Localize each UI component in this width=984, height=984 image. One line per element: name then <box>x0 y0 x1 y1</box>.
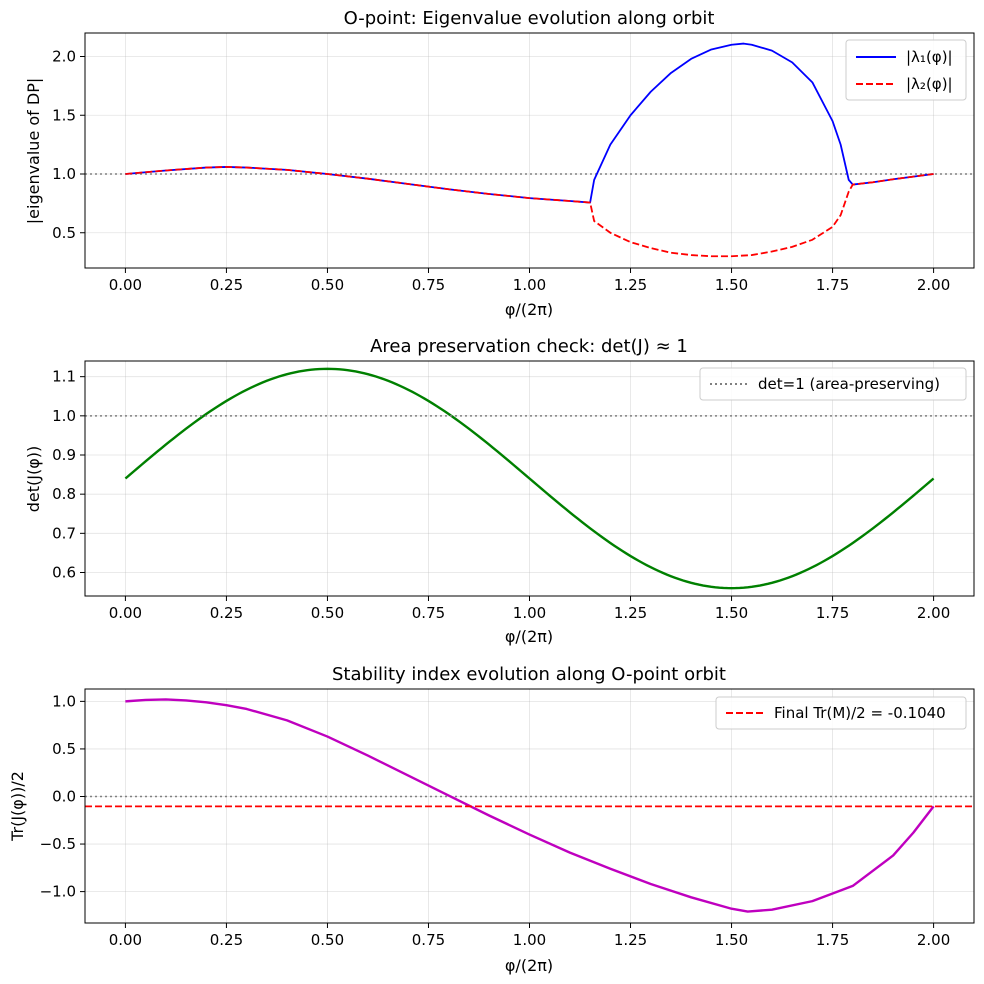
x-tick-label: 0.25 <box>210 604 243 622</box>
y-tick-label: −1.0 <box>40 883 76 901</box>
series-lines <box>85 367 974 590</box>
x-tick-label: 1.50 <box>715 931 748 949</box>
x-tick-label: 1.00 <box>513 276 546 294</box>
x-tick-label: 1.25 <box>614 276 647 294</box>
series-lines <box>125 42 934 258</box>
y-tick-label: 0.8 <box>52 485 76 503</box>
legend-entry-final-trace: Final Tr(M)/2 = -0.1040 <box>774 704 946 722</box>
y-tick-label: 1.1 <box>52 368 76 386</box>
legend: det=1 (area-preserving) <box>699 367 967 401</box>
legend-entry-lambda1: |λ₁(φ)| <box>906 48 953 66</box>
x-tick-label: 2.00 <box>917 276 950 294</box>
series-line <box>125 42 934 204</box>
eigenvalue-panel: O-point: Eigenvalue evolution along orbi… <box>24 8 975 319</box>
y-tick-label: 0.5 <box>52 740 76 758</box>
x-tick-label: 0.00 <box>109 276 142 294</box>
x-tick-label: 1.75 <box>816 276 849 294</box>
x-axis-label: φ/(2π) <box>505 956 553 975</box>
y-ticks: 0.6 0.7 0.8 0.9 1.0 1.1 <box>52 368 85 582</box>
determinant-panel: Area preservation check: det(J) ≈ 1 0.00… <box>24 336 975 646</box>
x-tick-label: 1.00 <box>513 931 546 949</box>
series-line <box>124 367 935 590</box>
y-tick-label: 0.0 <box>52 787 76 805</box>
series-line <box>125 166 934 258</box>
x-tick-label: 1.25 <box>614 931 647 949</box>
stability-panel: Stability index evolution along O-point … <box>8 664 975 975</box>
x-tick-label: 0.00 <box>109 604 142 622</box>
x-tick-label: 0.75 <box>412 604 445 622</box>
y-ticks: 0.5 1.0 1.5 2.0 <box>52 48 85 242</box>
x-tick-label: 2.00 <box>917 931 950 949</box>
legend: |λ₁(φ)| |λ₂(φ)| <box>845 39 967 101</box>
y-axis-label: det(J(φ)) <box>24 446 43 513</box>
legend-box <box>715 696 967 730</box>
x-ticks: 0.00 0.25 0.50 0.75 1.00 1.25 1.50 1.75 2.00 <box>109 596 950 622</box>
y-tick-label: 0.9 <box>52 446 76 464</box>
series-lines <box>85 698 974 913</box>
y-tick-label: 1.5 <box>52 106 76 124</box>
x-tick-label: 0.00 <box>109 931 142 949</box>
x-ticks: 0.00 0.25 0.50 0.75 1.00 1.25 1.50 1.75 2.00 <box>109 923 950 949</box>
panel-title: Area preservation check: det(J) ≈ 1 <box>370 336 688 357</box>
x-tick-label: 0.75 <box>412 931 445 949</box>
y-tick-label: 1.0 <box>52 692 76 710</box>
y-tick-label: 1.0 <box>52 165 76 183</box>
y-tick-label: 1.0 <box>52 407 76 425</box>
y-tick-label: 0.6 <box>52 564 76 582</box>
x-tick-label: 0.25 <box>210 931 243 949</box>
x-tick-label: 1.50 <box>715 604 748 622</box>
y-tick-label: −0.5 <box>40 835 76 853</box>
legend-entry-area-preserving: det=1 (area-preserving) <box>758 375 940 393</box>
x-tick-label: 0.75 <box>412 276 445 294</box>
x-ticks: 0.00 0.25 0.50 0.75 1.00 1.25 1.50 1.75 2.00 <box>109 268 950 294</box>
y-tick-label: 2.0 <box>52 48 76 66</box>
series-line <box>125 698 935 913</box>
y-ticks: −1.0 −0.5 0.0 0.5 1.0 <box>40 692 85 901</box>
x-tick-label: 0.50 <box>311 931 344 949</box>
x-tick-label: 2.00 <box>917 604 950 622</box>
x-tick-label: 1.75 <box>816 604 849 622</box>
legend-entry-lambda2: |λ₂(φ)| <box>906 75 953 93</box>
x-axis-label: φ/(2π) <box>505 627 553 646</box>
x-tick-label: 1.00 <box>513 604 546 622</box>
x-tick-label: 1.25 <box>614 604 647 622</box>
legend-box <box>699 367 967 401</box>
panel-title: Stability index evolution along O-point … <box>332 664 726 685</box>
legend: Final Tr(M)/2 = -0.1040 <box>715 696 967 730</box>
x-tick-label: 0.50 <box>311 276 344 294</box>
x-tick-label: 1.75 <box>816 931 849 949</box>
x-tick-label: 0.50 <box>311 604 344 622</box>
panel-title: O-point: Eigenvalue evolution along orbi… <box>344 8 715 29</box>
y-tick-label: 0.7 <box>52 524 76 542</box>
x-tick-label: 1.50 <box>715 276 748 294</box>
x-axis-label: φ/(2π) <box>505 300 553 319</box>
y-axis-label: Tr(J(φ))/2 <box>8 771 27 842</box>
y-tick-label: 0.5 <box>52 224 76 242</box>
y-axis-label: |eigenvalue of DP| <box>24 78 43 224</box>
x-tick-label: 0.25 <box>210 276 243 294</box>
